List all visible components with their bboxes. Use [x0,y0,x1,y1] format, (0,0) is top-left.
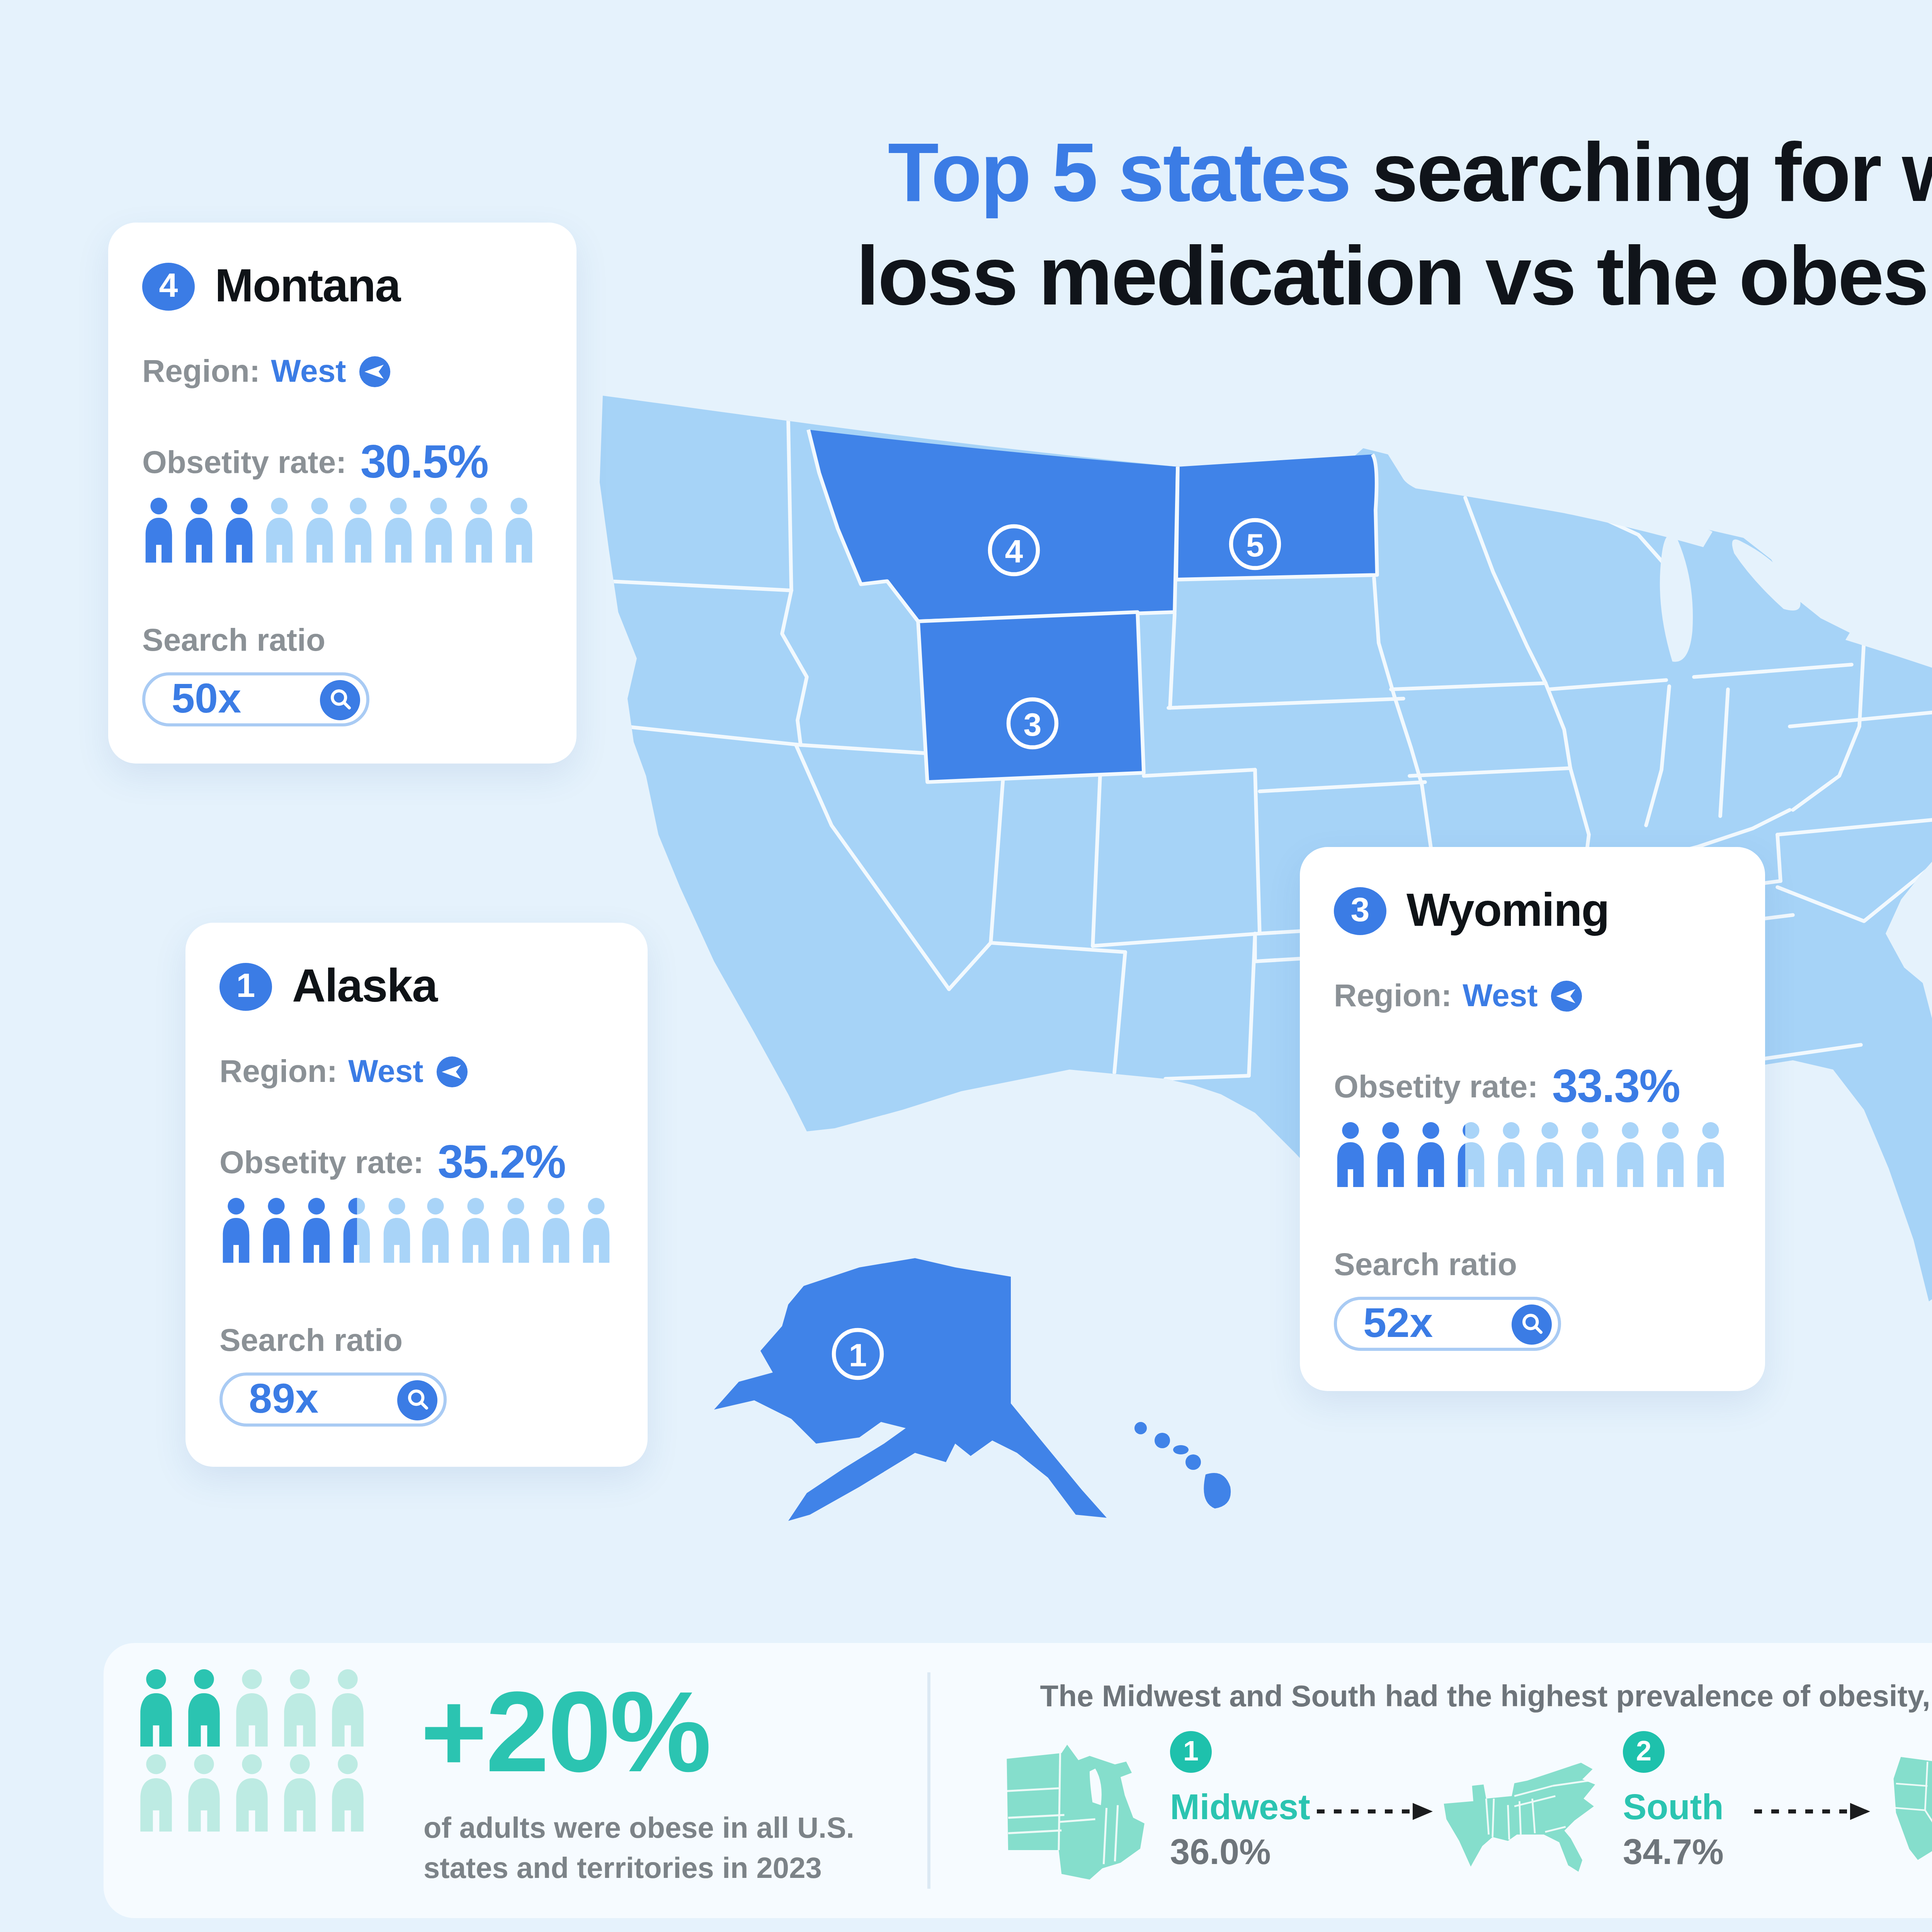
regions-heading: The Midwest and South had the highest pr… [989,1679,1932,1714]
region-rank-badge: 1 [1170,1731,1212,1773]
divider [927,1672,930,1889]
page-title: Top 5 states searching for weight loss m… [665,121,1932,328]
bottom-pictogram [136,1669,383,1839]
card-montana: 4Montana Region:West Obsetity rate:30.5%… [108,223,577,764]
state-wyoming [918,612,1144,782]
magnifier-icon [320,679,360,719]
svg-text:1: 1 [849,1337,867,1373]
rank-badge: 4 [142,262,195,310]
svg-text:4: 4 [1005,533,1023,570]
infographic-page: 4 5 3 2 1 Top 5 states searching for wei… [0,0,1932,1932]
west-map [1889,1737,1932,1886]
region-direction-icon [436,1055,468,1087]
state-alaska [714,1258,1107,1521]
south-map [1437,1737,1611,1886]
region-direction-icon [1550,979,1583,1012]
card-alaska: 1Alaska Region:West Obsetity rate:35.2% … [185,923,648,1467]
obesity-pictogram [1334,1122,1734,1187]
stat-caption: of adults were obese in all U.S.states a… [423,1808,854,1889]
obesity-pictogram [142,498,543,563]
state-north-dakota [1176,454,1377,580]
magnifier-icon [1512,1304,1552,1344]
stat-20: +20% [420,1666,710,1798]
card-wyoming: 3Wyoming Region:West Obsetity rate:33.3%… [1300,847,1765,1391]
search-ratio-pill: 50x [142,672,369,726]
arrow-2 [1754,1802,1872,1821]
svg-text:5: 5 [1246,527,1264,563]
obesity-pictogram [219,1198,620,1263]
state-hawaii [1134,1422,1231,1509]
magnifier-icon [397,1379,437,1420]
arrow-1 [1317,1802,1434,1821]
svg-text:3: 3 [1024,706,1042,743]
region-direction-icon [359,355,391,387]
midwest-map [997,1734,1151,1889]
